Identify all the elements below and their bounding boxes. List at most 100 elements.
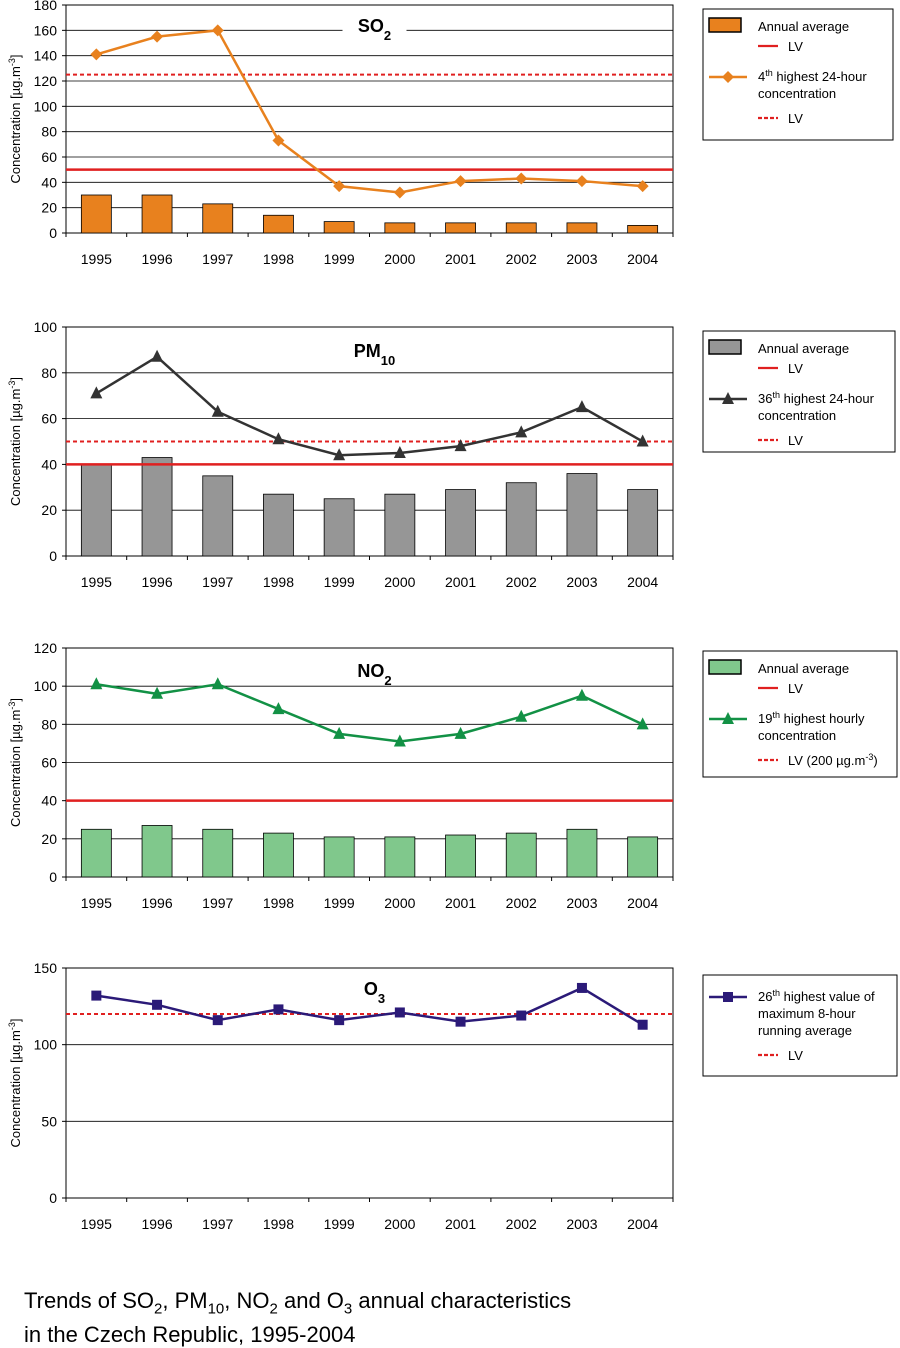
data-point: [333, 726, 346, 739]
series-line: [95, 29, 643, 194]
bar: [627, 489, 659, 557]
y-tick-label: 0: [49, 548, 57, 564]
caption-subscript: 2: [269, 1300, 278, 1318]
y-axis-label: Concentration [µg.m-3]: [7, 55, 23, 184]
data-point: [272, 134, 285, 147]
x-tick-label: 2004: [627, 1216, 658, 1232]
bar: [141, 825, 173, 878]
legend-label: concentration: [758, 86, 836, 101]
data-point: [211, 404, 224, 417]
bar: [80, 463, 112, 557]
x-tick-label: 2003: [566, 574, 597, 590]
series-line: [96, 682, 644, 743]
x-tick-label: 1998: [263, 895, 294, 911]
legend-label: LV: [788, 39, 803, 54]
x-tick-label: 1997: [202, 1216, 233, 1232]
caption-subscript: 2: [154, 1300, 163, 1318]
x-tick-label: 1998: [263, 1216, 294, 1232]
x-tick-label: 2000: [384, 1216, 415, 1232]
legend-label: concentration: [758, 408, 836, 423]
x-tick-label: 1999: [324, 251, 355, 267]
legend-label: running average: [758, 1023, 852, 1038]
bar: [323, 836, 355, 878]
legend: Annual average LV 36th highest 24-hour conc…: [702, 330, 896, 453]
data-point: [91, 990, 102, 1001]
data-point: [211, 24, 224, 37]
caption-text: , NO: [224, 1288, 270, 1313]
x-tick-label: 2002: [506, 895, 537, 911]
y-tick-label: 40: [41, 456, 57, 472]
y-tick-label: 180: [34, 0, 58, 13]
legend-label: LV: [788, 433, 803, 448]
x-tick-label: 2001: [445, 1216, 476, 1232]
x-tick-label: 1999: [324, 574, 355, 590]
figure-caption: Trends of SO2, PM10, NO2 and O3 annual c…: [24, 1288, 571, 1348]
y-tick-label: 40: [41, 174, 57, 190]
data-point: [151, 349, 164, 362]
legend-label: LV (200 µg.m-3): [788, 752, 878, 768]
bar: [263, 493, 294, 557]
x-tick-label: 2000: [384, 574, 415, 590]
data-point: [454, 439, 467, 452]
x-tick-label: 1999: [324, 1216, 355, 1232]
bar: [202, 203, 234, 234]
bar: [445, 834, 476, 878]
legend-swatch-bar: [708, 339, 742, 355]
bar: [566, 222, 598, 234]
title-backing: [342, 339, 407, 365]
data-point: [515, 709, 528, 722]
bar: [627, 836, 659, 878]
bar: [384, 222, 416, 234]
data-point: [333, 180, 346, 193]
data-point: [454, 726, 467, 739]
data-point: [515, 425, 528, 438]
data-point: [152, 999, 163, 1010]
data-point: [575, 688, 588, 701]
bar: [566, 828, 598, 878]
x-tick-label: 2004: [627, 251, 658, 267]
bar: [80, 828, 112, 878]
data-point: [333, 448, 346, 461]
title-backing: [342, 977, 407, 1003]
chart-no2: 0 20 40 60 80 100 120 1995 1996 1997 1998 1999 2000 2…: [7, 640, 898, 911]
data-point: [637, 1019, 648, 1030]
legend-label: 19th highest hourly: [758, 710, 865, 726]
legend-label: 36th highest 24-hour: [758, 390, 875, 406]
data-point: [272, 432, 285, 445]
chart-title: SO2: [358, 16, 391, 43]
x-tick-label: 1995: [81, 574, 112, 590]
series-line: [95, 355, 644, 457]
data-point: [212, 1015, 223, 1026]
caption-text: and O: [277, 1288, 344, 1313]
legend-label: concentration: [758, 728, 836, 743]
data-point: [455, 1016, 466, 1027]
x-tick-label: 1995: [81, 251, 112, 267]
data-point: [151, 686, 164, 699]
x-tick-label: 2001: [445, 251, 476, 267]
y-tick-label: 60: [41, 411, 57, 427]
data-point: [516, 1010, 527, 1021]
legend-label: Annual average: [758, 661, 849, 676]
y-tick-label: 20: [41, 200, 57, 216]
y-axis-label: Concentration [µg.m-3]: [7, 377, 23, 506]
x-tick-label: 2000: [384, 251, 415, 267]
y-tick-label: 0: [49, 225, 57, 241]
data-point: [90, 48, 103, 61]
data-point: [636, 180, 649, 193]
data-point: [575, 400, 588, 413]
data-point: [575, 175, 588, 188]
legend-label: 26th highest value of: [758, 988, 875, 1004]
data-point: [90, 386, 103, 399]
data-point: [576, 982, 587, 993]
legend-swatch-bar: [708, 659, 742, 675]
data-point: [393, 445, 406, 458]
y-axis-label: Concentration [µg.m-3]: [7, 698, 23, 827]
bar: [505, 832, 537, 878]
caption-text: annual characteristics: [352, 1288, 572, 1313]
legend-marker: [722, 71, 734, 83]
y-tick-label: 80: [41, 365, 57, 381]
caption-line-1: Trends of SO2, PM10, NO2 and O3 annual c…: [24, 1288, 571, 1322]
title-backing: [342, 659, 407, 685]
y-tick-label: 100: [34, 98, 58, 114]
data-point: [636, 434, 649, 447]
